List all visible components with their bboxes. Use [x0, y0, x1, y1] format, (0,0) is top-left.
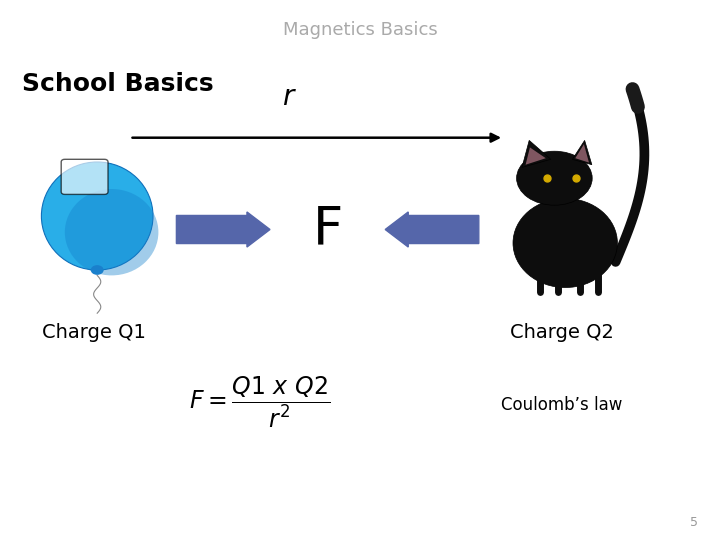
Ellipse shape [513, 199, 618, 288]
Polygon shape [575, 144, 589, 163]
FancyArrow shape [176, 212, 270, 247]
Ellipse shape [91, 265, 104, 275]
FancyBboxPatch shape [61, 159, 108, 194]
Polygon shape [572, 140, 592, 165]
Polygon shape [526, 147, 546, 165]
Polygon shape [522, 140, 551, 167]
Text: Coulomb’s law: Coulomb’s law [501, 396, 622, 414]
Text: $\mathit{F} = \dfrac{\mathit{Q1\ x\ Q2}}{\mathit{r}^2}$: $\mathit{F} = \dfrac{\mathit{Q1\ x\ Q2}}… [189, 375, 330, 430]
Text: 5: 5 [690, 516, 698, 529]
Text: Magnetics Basics: Magnetics Basics [283, 21, 437, 39]
FancyArrow shape [385, 212, 479, 247]
Text: School Basics: School Basics [22, 72, 213, 96]
Text: r: r [282, 83, 294, 111]
Text: Charge Q1: Charge Q1 [42, 322, 145, 342]
Text: F: F [312, 204, 343, 255]
Ellipse shape [517, 151, 592, 205]
Ellipse shape [65, 189, 158, 275]
Ellipse shape [42, 162, 153, 270]
Text: Charge Q2: Charge Q2 [510, 322, 613, 342]
